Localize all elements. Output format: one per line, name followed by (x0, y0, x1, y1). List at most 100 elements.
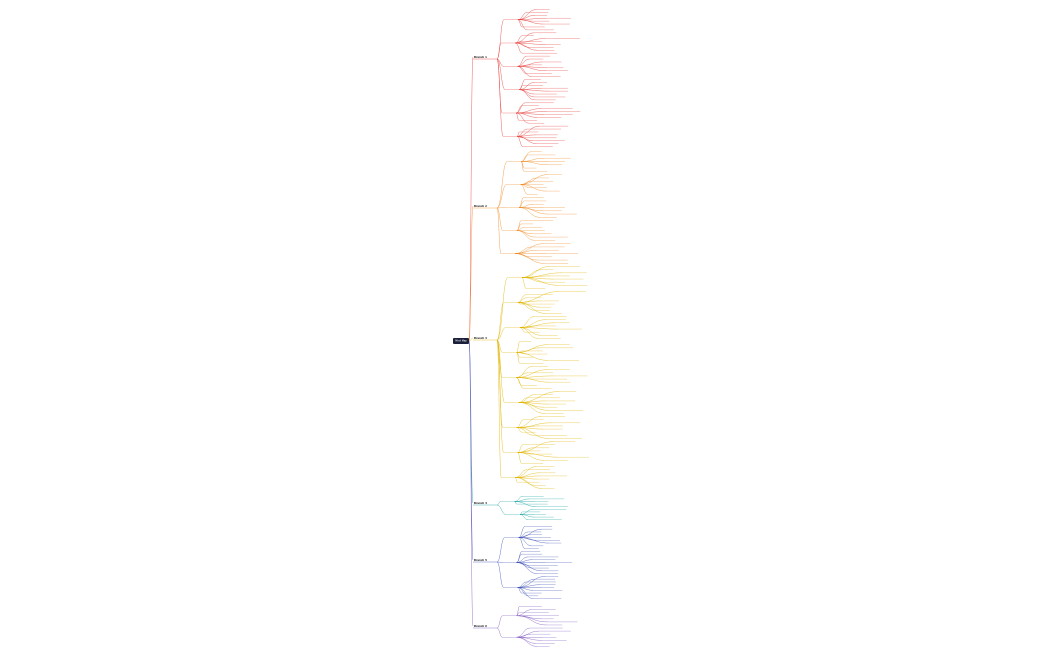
link (516, 352, 520, 364)
link (521, 161, 549, 165)
link (519, 327, 539, 339)
link (516, 105, 523, 114)
link (519, 327, 542, 336)
link (516, 377, 522, 386)
link (516, 341, 520, 353)
link (496, 207, 505, 209)
link (496, 504, 507, 515)
link (514, 243, 544, 254)
link (520, 514, 535, 518)
link (516, 562, 538, 574)
link (519, 316, 535, 328)
root-label: Mind Map (455, 340, 467, 343)
link (517, 58, 530, 67)
link (518, 537, 550, 544)
link (518, 402, 546, 414)
link (517, 55, 527, 67)
link (516, 112, 529, 124)
link (517, 136, 523, 147)
link (516, 615, 547, 626)
branch-label: Branch 6 (474, 624, 487, 628)
link (468, 340, 474, 504)
link (515, 477, 543, 489)
link (518, 391, 560, 403)
link (496, 561, 504, 588)
link (516, 347, 541, 353)
link (516, 375, 554, 378)
link (496, 277, 509, 341)
link (516, 419, 524, 428)
link (521, 277, 560, 286)
root-node (453, 338, 469, 344)
link (519, 89, 535, 98)
link (516, 344, 549, 353)
link (496, 302, 504, 341)
link (496, 207, 502, 254)
link (514, 253, 545, 264)
link (517, 134, 537, 137)
link (515, 477, 518, 483)
link (521, 272, 563, 278)
link (468, 340, 474, 627)
link (516, 111, 548, 114)
link (516, 377, 551, 383)
link (518, 207, 549, 215)
link (519, 89, 535, 101)
link (496, 161, 508, 209)
link (515, 42, 538, 51)
link (516, 102, 526, 114)
link (518, 207, 541, 218)
link (517, 444, 524, 453)
link (496, 58, 504, 137)
link (518, 537, 526, 549)
link (516, 427, 523, 433)
link (521, 277, 527, 289)
link (516, 416, 541, 428)
link (517, 19, 528, 31)
link (516, 352, 548, 361)
link (517, 136, 537, 144)
link (514, 496, 523, 502)
link (516, 606, 520, 616)
link (496, 501, 501, 506)
link (516, 366, 533, 378)
link (496, 19, 505, 60)
link (468, 340, 474, 561)
link (520, 184, 528, 195)
link (496, 339, 503, 353)
link (518, 526, 526, 538)
link (521, 154, 528, 162)
link (515, 38, 546, 44)
link (496, 327, 506, 341)
branch-label: Branch 1 (474, 55, 487, 59)
link (519, 327, 558, 330)
link (517, 294, 526, 303)
link (516, 637, 538, 647)
link (516, 427, 534, 436)
link (468, 337, 474, 342)
link (468, 56, 474, 342)
link (520, 161, 524, 172)
link (516, 425, 540, 428)
link (516, 112, 519, 121)
link (519, 514, 529, 520)
link (468, 205, 474, 342)
link (517, 452, 559, 458)
link (517, 452, 522, 464)
link (516, 377, 524, 389)
link (516, 427, 549, 439)
link (514, 501, 517, 505)
link (496, 58, 506, 90)
link (515, 466, 537, 478)
link (517, 302, 547, 314)
link (521, 151, 532, 162)
link (517, 66, 547, 71)
link (518, 204, 534, 208)
link (516, 230, 535, 241)
link (520, 174, 548, 185)
link (496, 339, 502, 478)
link (516, 422, 552, 428)
link (514, 253, 530, 257)
link (514, 498, 531, 502)
